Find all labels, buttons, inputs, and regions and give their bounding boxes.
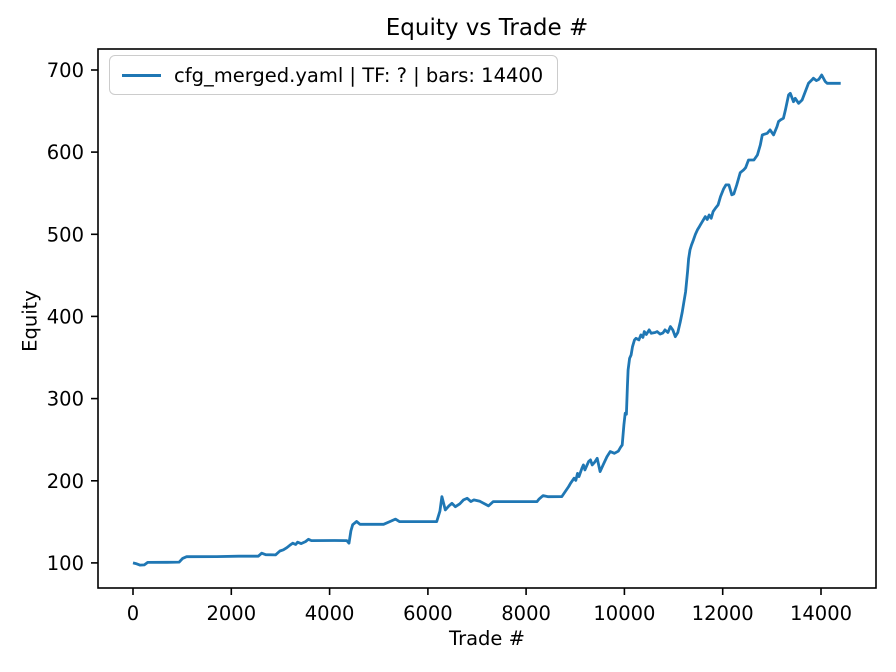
- legend-label: cfg_merged.yaml | TF: ? | bars: 14400: [174, 63, 544, 87]
- y-axis-label: Equity: [18, 290, 42, 352]
- x-axis-label: Trade #: [449, 627, 525, 650]
- legend-line-sample: [122, 73, 161, 77]
- x-tick-label: 2000: [206, 602, 256, 625]
- x-tick-label: 14000: [790, 602, 852, 625]
- x-tick-label: 12000: [692, 602, 754, 625]
- x-tick-label: 8000: [501, 602, 551, 625]
- y-tick-label: 100: [47, 552, 84, 575]
- x-tick-label: 6000: [403, 602, 453, 625]
- y-tick-label: 400: [47, 305, 84, 328]
- y-tick-label: 300: [47, 388, 84, 411]
- chart-title: Equity vs Trade #: [385, 15, 589, 41]
- equity-line: [132, 73, 841, 567]
- y-tick-label: 700: [47, 59, 84, 82]
- y-tick-label: 200: [47, 470, 84, 493]
- x-tick-label: 10000: [593, 602, 655, 625]
- y-tick-label: 600: [47, 141, 84, 164]
- axes-frame: [97, 48, 877, 589]
- x-tick-label: 4000: [305, 602, 355, 625]
- x-tick-label: 0: [127, 602, 139, 625]
- legend: cfg_merged.yaml | TF: ? | bars: 14400: [109, 55, 559, 95]
- y-tick-label: 500: [47, 223, 84, 246]
